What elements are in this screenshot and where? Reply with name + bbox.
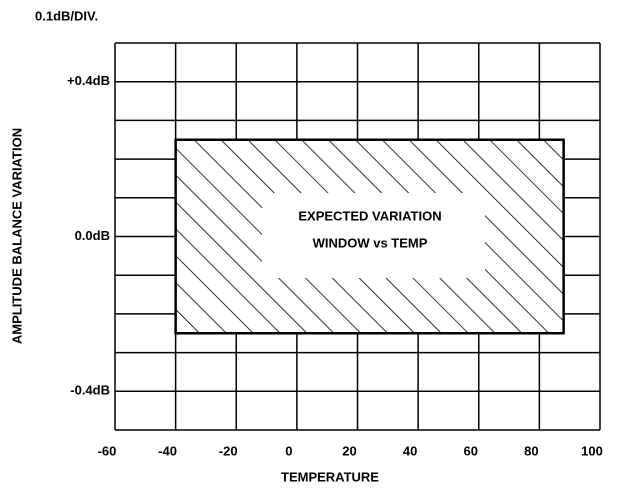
x-tick-label: 40 <box>403 443 417 458</box>
x-tick-label: 80 <box>524 443 538 458</box>
x-tick-label: 60 <box>464 443 478 458</box>
chart-title: 0.1dB/DIV. <box>35 8 98 23</box>
y-axis-label: AMPLITUDE BALANCE VARIATION <box>9 128 24 344</box>
x-tick-label: -20 <box>219 443 238 458</box>
x-tick-label: -60 <box>98 443 117 458</box>
y-tick-label: 0.0dB <box>75 228 110 243</box>
y-tick-label: +0.4dB <box>67 73 110 88</box>
annotation: EXPECTED VARIATION <box>298 208 441 223</box>
x-tick-label: 0 <box>285 443 292 458</box>
x-axis-label: TEMPERATURE <box>281 469 379 484</box>
annotation: WINDOW vs TEMP <box>313 235 428 250</box>
x-tick-label: 100 <box>581 443 603 458</box>
y-tick-label: -0.4dB <box>70 383 110 398</box>
x-tick-label: -40 <box>158 443 177 458</box>
label-box <box>262 193 485 278</box>
x-tick-label: 20 <box>342 443 356 458</box>
